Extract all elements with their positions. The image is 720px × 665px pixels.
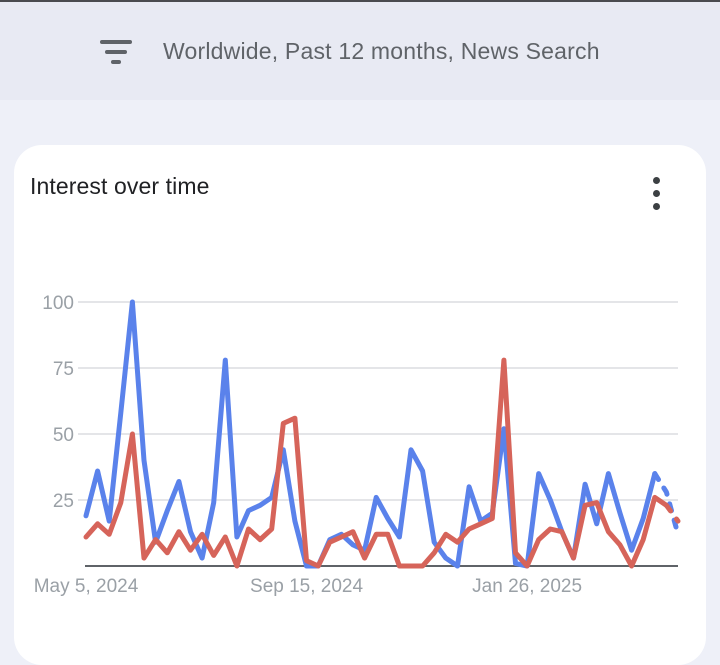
series-blue-line[interactable]	[83, 299, 658, 569]
x-axis-tick-label: May 5, 2024	[34, 576, 139, 597]
x-axis-tick-label: Sep 15, 2024	[250, 576, 363, 597]
filter-summary-text: Worldwide, Past 12 months, News Search	[163, 37, 600, 64]
series-blue-line-dashed-tail[interactable]	[652, 471, 681, 537]
interest-over-time-card: Interest over time	[14, 145, 706, 665]
chart-area: 25 50 75 100 May 5, 2024 Sep 15, 2024 Jan 26, …	[0, 270, 720, 610]
series-red-line-dashed-tail[interactable]	[663, 502, 681, 524]
card-title: Interest over time	[30, 173, 210, 199]
y-axis-tick-label: 100	[42, 293, 74, 314]
interest-over-time-chart[interactable]: 25 50 75 100 May 5, 2024 Sep 15, 2024 Jan 26, …	[0, 270, 720, 610]
series-red-line[interactable]	[83, 357, 669, 569]
y-axis-tick-label: 25	[53, 491, 74, 512]
filter-icon	[100, 40, 132, 64]
y-axis-tick-label: 75	[53, 359, 74, 380]
x-axis-tick-label: Jan 26, 2025	[472, 576, 582, 597]
y-axis-tick-label: 50	[53, 425, 74, 446]
header-filter-bar[interactable]: Worldwide, Past 12 months, News Search	[0, 2, 720, 100]
kebab-menu-icon[interactable]	[642, 173, 670, 213]
top-edge-line	[0, 0, 720, 2]
